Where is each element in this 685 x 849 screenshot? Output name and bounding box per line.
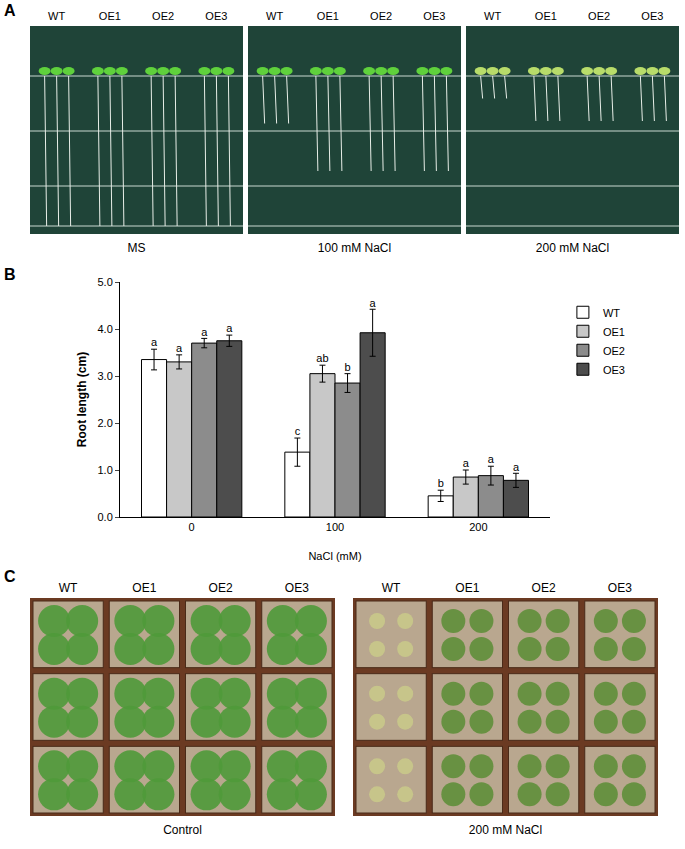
svg-text:b: b — [344, 361, 350, 373]
svg-text:MS: MS — [128, 241, 146, 255]
svg-text:OE1: OE1 — [132, 581, 156, 595]
svg-text:1.0: 1.0 — [98, 464, 113, 476]
svg-text:C: C — [4, 568, 16, 585]
svg-text:100 mM NaCl: 100 mM NaCl — [318, 241, 391, 255]
svg-text:OE3: OE3 — [205, 10, 227, 22]
svg-text:WT: WT — [266, 10, 283, 22]
svg-text:3.0: 3.0 — [98, 370, 113, 382]
svg-text:0.0: 0.0 — [98, 511, 113, 523]
svg-text:A: A — [4, 2, 16, 19]
svg-text:OE2: OE2 — [152, 10, 174, 22]
svg-text:WT: WT — [48, 10, 65, 22]
svg-text:OE1: OE1 — [535, 10, 557, 22]
svg-text:B: B — [4, 266, 16, 283]
svg-text:100: 100 — [326, 521, 344, 533]
svg-text:a: a — [176, 342, 183, 354]
svg-text:a: a — [151, 336, 158, 348]
svg-text:5.0: 5.0 — [98, 276, 113, 288]
svg-text:OE3: OE3 — [608, 581, 632, 595]
svg-text:OE2: OE2 — [588, 10, 610, 22]
svg-text:NaCl (mM): NaCl (mM) — [308, 550, 361, 562]
svg-text:OE2: OE2 — [603, 345, 625, 357]
svg-text:WT: WT — [603, 307, 620, 319]
svg-text:a: a — [488, 453, 495, 465]
svg-text:WT: WT — [484, 10, 501, 22]
svg-text:ab: ab — [316, 352, 328, 364]
svg-text:0: 0 — [189, 521, 195, 533]
svg-text:OE1: OE1 — [455, 581, 479, 595]
svg-text:a: a — [513, 461, 520, 473]
svg-text:OE2: OE2 — [370, 10, 392, 22]
svg-text:200 mM NaCl: 200 mM NaCl — [536, 241, 609, 255]
svg-text:WT: WT — [59, 581, 78, 595]
svg-text:a: a — [201, 326, 208, 338]
svg-text:200: 200 — [469, 521, 487, 533]
svg-text:OE1: OE1 — [603, 326, 625, 338]
svg-text:a: a — [463, 457, 470, 469]
svg-text:OE3: OE3 — [641, 10, 663, 22]
svg-text:b: b — [438, 477, 444, 489]
svg-text:OE3: OE3 — [285, 581, 309, 595]
svg-text:a: a — [226, 322, 233, 334]
svg-text:4.0: 4.0 — [98, 323, 113, 335]
svg-text:2.0: 2.0 — [98, 417, 113, 429]
svg-text:OE1: OE1 — [317, 10, 339, 22]
svg-text:WT: WT — [382, 581, 401, 595]
svg-text:200 mM NaCl: 200 mM NaCl — [469, 823, 542, 837]
svg-text:c: c — [295, 425, 301, 437]
svg-text:a: a — [370, 297, 377, 309]
svg-text:Control: Control — [163, 823, 202, 837]
svg-text:Root length (cm): Root length (cm) — [75, 352, 89, 447]
svg-text:OE1: OE1 — [99, 10, 121, 22]
svg-text:OE3: OE3 — [423, 10, 445, 22]
svg-text:OE3: OE3 — [603, 364, 625, 376]
svg-text:OE2: OE2 — [209, 581, 233, 595]
svg-text:OE2: OE2 — [532, 581, 556, 595]
